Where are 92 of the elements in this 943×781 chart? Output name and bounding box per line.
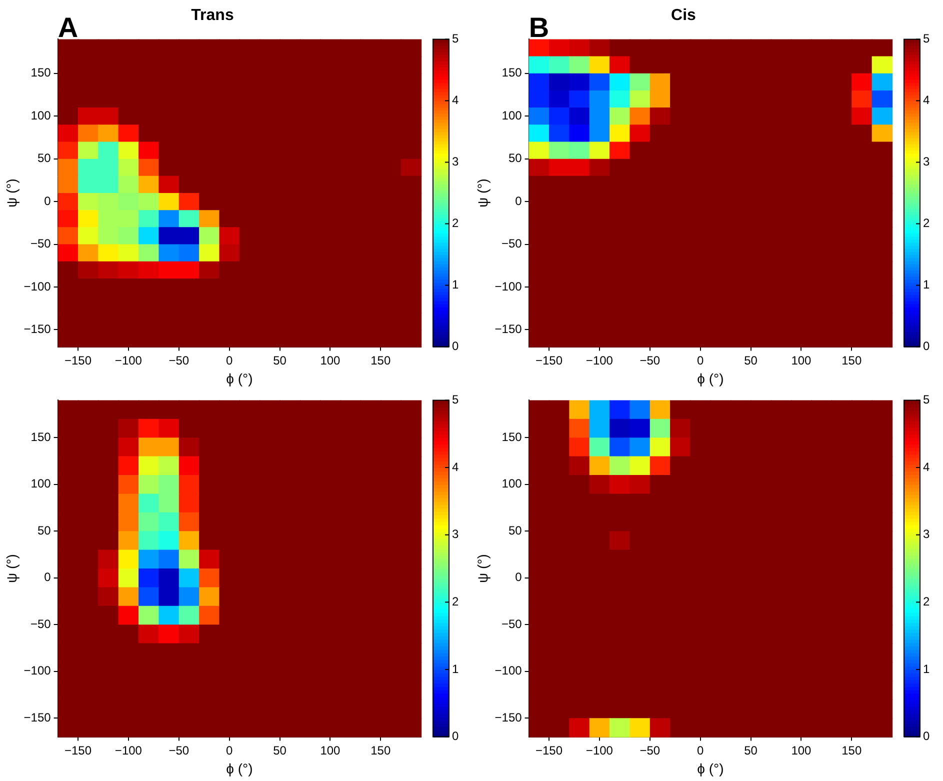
x-tick-label: 50 <box>744 353 758 368</box>
x-tick-label: −100 <box>586 743 614 758</box>
x-tick-label: −50 <box>168 743 190 758</box>
color-bar-label: 5 <box>452 392 459 407</box>
x-tick-label: 150 <box>842 743 862 758</box>
annotation: B <box>528 12 550 43</box>
x-axis-title: ϕ (°) <box>226 760 253 776</box>
x-axis-title: ϕ (°) <box>226 370 253 386</box>
y-tick-label: 0 <box>44 570 52 584</box>
y-tick-label: 100 <box>502 476 522 491</box>
x-tick-label: 150 <box>370 353 391 368</box>
chart-title: Trans <box>191 7 234 24</box>
x-tick-label: 100 <box>320 743 341 758</box>
y-tick-label: 150 <box>502 66 522 80</box>
y-tick-label: −50 <box>30 616 52 631</box>
x-tick-label: 100 <box>320 353 341 368</box>
y-tick-label: 100 <box>30 476 52 491</box>
color-bar-label: 1 <box>923 662 930 676</box>
y-tick-label: −50 <box>501 236 522 251</box>
x-tick-label: 0 <box>696 743 704 758</box>
x-axis-title: ϕ (°) <box>697 760 724 776</box>
color-bar-label: 0 <box>923 729 930 744</box>
color-bar-label: 2 <box>923 216 930 230</box>
y-tick-label: 50 <box>37 523 52 538</box>
y-tick-label: 100 <box>502 108 522 122</box>
color-bar-label: 1 <box>452 662 459 676</box>
color-bar-label: 0 <box>923 339 930 354</box>
y-tick-label: 100 <box>30 108 52 122</box>
x-tick-label: −100 <box>114 353 142 368</box>
annotation: A <box>58 12 78 43</box>
x-tick-label: −150 <box>535 353 563 368</box>
x-tick-label: 50 <box>744 743 758 758</box>
color-bar-label: 2 <box>452 216 459 230</box>
color-bar-label: 4 <box>923 460 930 474</box>
y-tick-label: −150 <box>494 322 522 336</box>
x-axis-title: ϕ (°) <box>697 370 724 386</box>
x-tick-label: −150 <box>64 353 92 368</box>
x-tick-label: 150 <box>370 743 391 758</box>
y-tick-label: 0 <box>44 194 52 208</box>
color-bar-label: 2 <box>452 594 459 608</box>
color-bar-label: 5 <box>452 32 459 46</box>
color-bar-label: 0 <box>452 729 459 744</box>
x-tick-label: 0 <box>226 743 233 758</box>
x-tick-label: 50 <box>273 743 287 758</box>
chart-title: Cis <box>671 7 696 24</box>
y-tick-label: 50 <box>508 523 522 538</box>
color-bar-label: 3 <box>452 527 459 542</box>
x-tick-label: 0 <box>226 353 233 368</box>
y-axis-title: ψ (°) <box>3 178 20 208</box>
color-bar-label: 3 <box>452 154 459 169</box>
x-tick-label: 0 <box>696 353 704 368</box>
y-tick-label: −150 <box>494 710 522 724</box>
x-tick-label: 100 <box>791 743 812 758</box>
y-tick-label: 0 <box>515 570 522 584</box>
x-tick-label: 150 <box>842 353 862 368</box>
x-tick-label: −50 <box>640 743 660 758</box>
y-tick-label: 150 <box>30 66 52 80</box>
y-tick-label: 50 <box>508 151 522 166</box>
x-tick-label: −50 <box>640 353 660 368</box>
y-tick-label: 0 <box>515 194 522 208</box>
y-axis-title: ψ (°) <box>474 554 490 583</box>
x-tick-label: −100 <box>586 353 614 368</box>
y-axis-title: ψ (°) <box>3 554 20 583</box>
y-tick-label: −100 <box>494 279 522 294</box>
y-tick-label: −50 <box>501 616 522 631</box>
color-bar-label: 3 <box>923 527 930 542</box>
color-bar-label: 4 <box>923 93 930 108</box>
x-tick-label: −50 <box>168 353 190 368</box>
color-bar-label: 3 <box>923 154 930 169</box>
y-tick-label: 150 <box>30 430 52 444</box>
x-tick-label: 100 <box>791 353 812 368</box>
y-tick-label: −150 <box>24 710 52 724</box>
y-tick-label: −50 <box>30 236 52 251</box>
y-tick-label: −150 <box>24 322 52 336</box>
color-bar-label: 5 <box>923 32 930 46</box>
color-bar-label: 1 <box>923 278 930 292</box>
color-bar-label: 4 <box>452 93 459 108</box>
y-tick-label: 50 <box>37 151 52 166</box>
y-tick-label: −100 <box>24 279 52 294</box>
y-axis-title: ψ (°) <box>474 178 490 208</box>
color-bar-label: 1 <box>452 278 459 292</box>
x-tick-label: −100 <box>114 743 142 758</box>
color-bar-label: 4 <box>452 460 459 474</box>
color-bar-label: 2 <box>923 594 930 608</box>
x-tick-label: −150 <box>64 743 92 758</box>
color-bar-label: 5 <box>923 392 930 407</box>
x-tick-label: 50 <box>273 353 287 368</box>
color-bar-label: 0 <box>452 339 459 354</box>
y-tick-label: −100 <box>24 664 52 678</box>
y-tick-label: 150 <box>502 430 522 444</box>
y-tick-label: −100 <box>494 664 522 678</box>
x-tick-label: −150 <box>535 743 563 758</box>
